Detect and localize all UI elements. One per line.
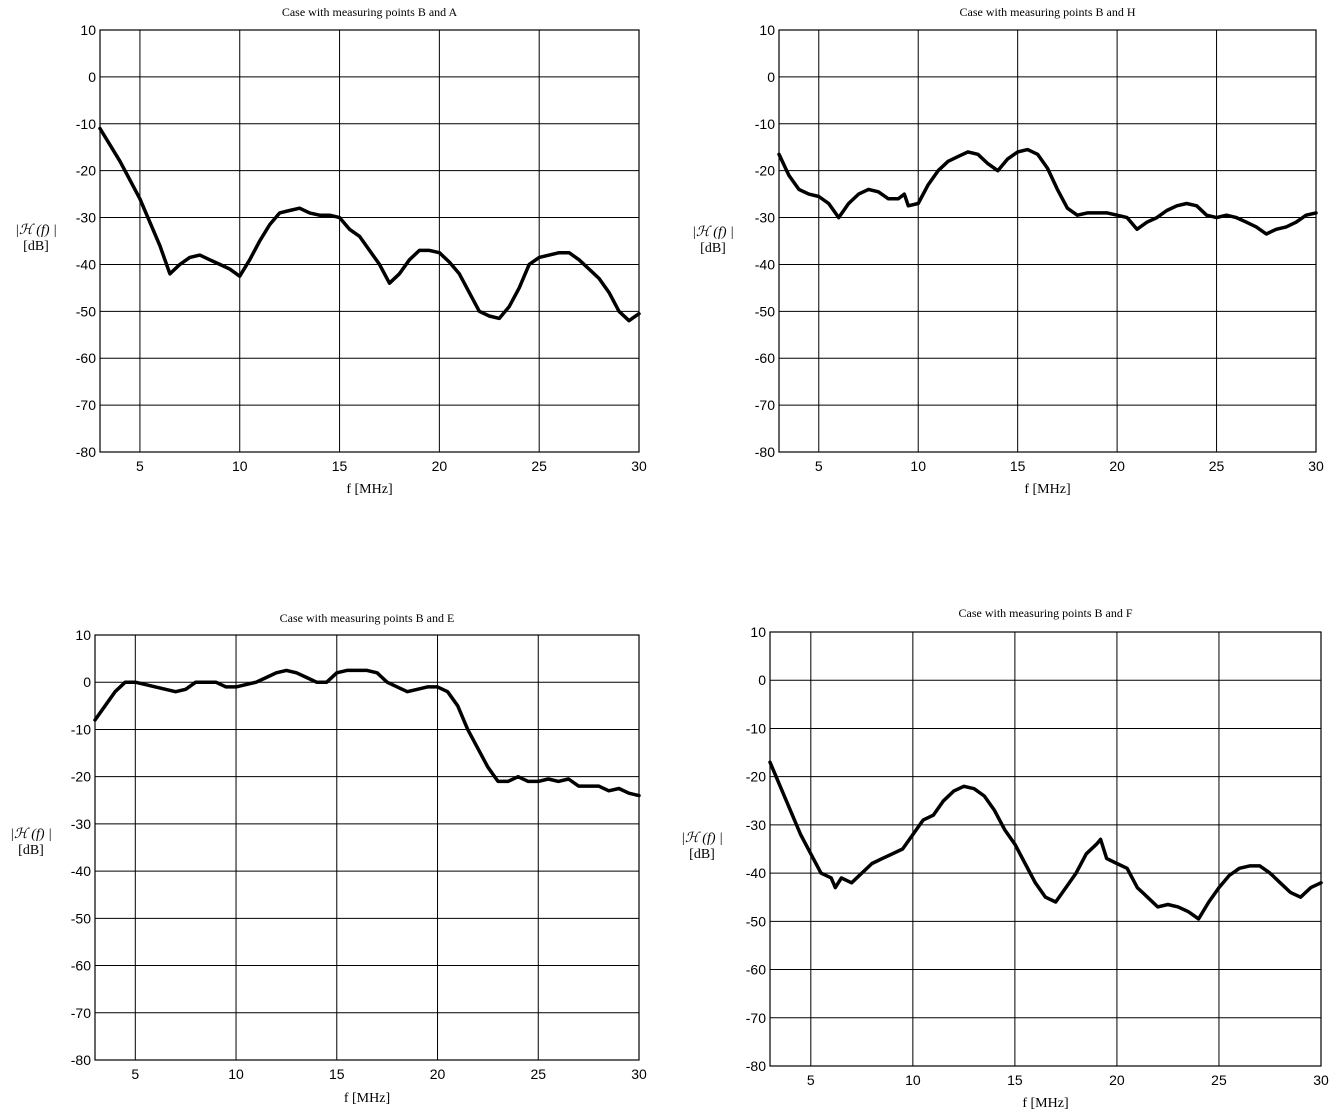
y-tick-label: -70 — [71, 1005, 91, 1021]
y-tick-label: -60 — [76, 350, 96, 366]
y-tick-label: -40 — [746, 865, 766, 881]
y-tick-label: -60 — [755, 350, 775, 366]
x-tick-label: 15 — [1010, 458, 1026, 474]
y-tick-label: -10 — [755, 116, 775, 132]
y-axis-label: [dB] — [689, 847, 715, 862]
x-tick-label: 5 — [807, 1072, 815, 1088]
y-tick-label: -20 — [71, 769, 91, 785]
y-tick-label: -20 — [746, 769, 766, 785]
y-tick-label: -80 — [76, 444, 96, 460]
x-tick-label: 10 — [232, 458, 248, 474]
y-tick-label: -10 — [746, 720, 766, 736]
plot-area — [100, 30, 639, 452]
y-tick-label: 10 — [759, 22, 775, 38]
y-tick-label: 0 — [88, 69, 96, 85]
axes-frame — [94, 634, 640, 1061]
y-tick-label: -80 — [755, 444, 775, 460]
y-tick-label: 0 — [758, 672, 766, 688]
x-tick-label: 30 — [1308, 458, 1324, 474]
x-tick-label: 30 — [631, 1066, 647, 1082]
axes-frame — [99, 29, 640, 453]
y-tick-label: -40 — [76, 256, 96, 272]
chart-title: Case with measuring points B and F — [959, 606, 1133, 620]
x-tick-label: 5 — [136, 458, 144, 474]
y-tick-label: -80 — [71, 1052, 91, 1068]
plot-area — [779, 30, 1316, 452]
y-tick-label: -30 — [755, 210, 775, 226]
x-axis-label: f [MHz] — [344, 1091, 390, 1106]
y-tick-label: -50 — [76, 303, 96, 319]
chart-panel-b-and-e: 5 10 15 20 25 30 10 0 -10 -20 -30 -40 -50 -60 -70 -80 Ca… — [10, 611, 647, 1106]
axes-frame — [769, 631, 1322, 1067]
y-tick-label: -80 — [746, 1058, 766, 1074]
plot-area — [95, 635, 639, 1060]
x-tick-label: 25 — [1209, 458, 1225, 474]
x-axis-label: f [MHz] — [1024, 482, 1070, 497]
y-axis-label: |ℋ (f) | — [10, 827, 52, 842]
y-axis-label: |ℋ (f) | — [692, 225, 734, 240]
x-tick-label: 20 — [432, 458, 448, 474]
x-tick-label: 30 — [631, 458, 647, 474]
x-axis-label: f [MHz] — [1022, 1096, 1068, 1111]
series-line — [768, 760, 1323, 921]
x-axis-label: f [MHz] — [346, 482, 392, 497]
series-line — [98, 126, 641, 323]
chart-title: Case with measuring points B and A — [282, 5, 458, 19]
chart-panel-b-and-f: 5 10 15 20 25 30 10 0 -10 -20 -30 -40 -50 -60 -70 -80 Ca… — [681, 606, 1329, 1111]
chart-panel-b-and-h: 5 10 15 20 25 30 10 0 -10 -20 -30 -40 -50 -60 -70 -80 Ca… — [692, 5, 1324, 497]
x-tick-label: 10 — [905, 1072, 921, 1088]
y-axis-label: [dB] — [18, 843, 44, 858]
y-tick-label: -60 — [71, 958, 91, 974]
x-tick-label: 20 — [1109, 1072, 1125, 1088]
x-tick-label: 15 — [329, 1066, 345, 1082]
x-tick-label: 5 — [815, 458, 823, 474]
y-axis-label: [dB] — [700, 241, 726, 256]
x-tick-label: 15 — [1007, 1072, 1023, 1088]
series-line — [777, 147, 1318, 236]
x-tick-label: 25 — [531, 458, 547, 474]
axes-frame — [778, 29, 1317, 453]
y-tick-label: -50 — [746, 913, 766, 929]
y-tick-label: 0 — [767, 69, 775, 85]
x-tick-label: 10 — [228, 1066, 244, 1082]
x-tick-label: 25 — [1211, 1072, 1227, 1088]
y-axis-label: |ℋ (f) | — [681, 831, 723, 846]
y-tick-label: -10 — [71, 721, 91, 737]
x-tick-label: 10 — [910, 458, 926, 474]
y-tick-label: -40 — [71, 863, 91, 879]
x-tick-label: 30 — [1313, 1072, 1329, 1088]
y-tick-label: -70 — [746, 1010, 766, 1026]
chart-title: Case with measuring points B and E — [280, 611, 455, 625]
y-tick-label: -50 — [755, 303, 775, 319]
y-tick-label: -20 — [76, 163, 96, 179]
series-line — [93, 668, 641, 798]
y-tick-label: -50 — [71, 910, 91, 926]
y-tick-label: -30 — [746, 817, 766, 833]
y-tick-label: -70 — [755, 397, 775, 413]
chart-title: Case with measuring points B and H — [960, 5, 1136, 19]
y-tick-label: -60 — [746, 962, 766, 978]
y-tick-label: -10 — [76, 116, 96, 132]
y-tick-label: 10 — [80, 22, 96, 38]
y-tick-label: -20 — [755, 163, 775, 179]
y-tick-label: 10 — [750, 624, 766, 640]
x-tick-label: 5 — [131, 1066, 139, 1082]
y-tick-label: -30 — [76, 210, 96, 226]
y-axis-label: [dB] — [23, 239, 49, 254]
plot-area — [770, 632, 1321, 1066]
y-tick-label: -30 — [71, 816, 91, 832]
x-tick-label: 15 — [332, 458, 348, 474]
x-tick-label: 20 — [1109, 458, 1125, 474]
x-tick-label: 20 — [430, 1066, 446, 1082]
chart-panel-b-and-a: 5 10 15 20 25 30 10 0 -10 -20 -30 -40 -50 -60 -70 -80 Ca… — [15, 5, 647, 497]
y-tick-label: -40 — [755, 256, 775, 272]
y-axis-label: |ℋ (f) | — [15, 223, 57, 238]
y-tick-label: 10 — [75, 627, 91, 643]
y-tick-label: -70 — [76, 397, 96, 413]
y-tick-label: 0 — [83, 674, 91, 690]
x-tick-label: 25 — [530, 1066, 546, 1082]
